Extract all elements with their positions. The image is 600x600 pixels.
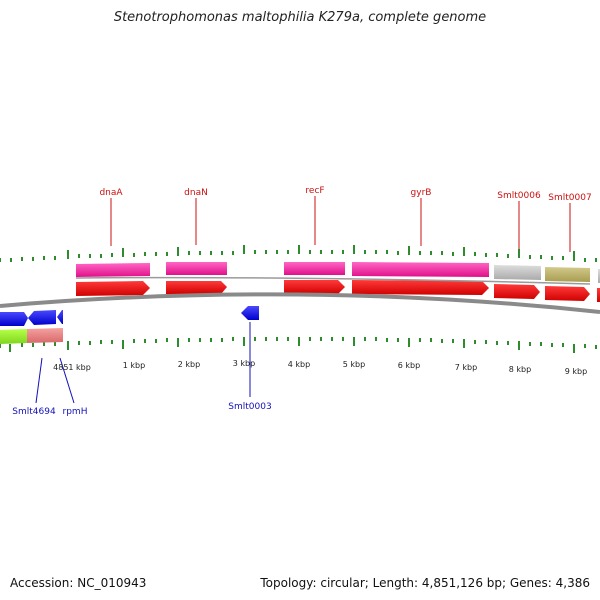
gene-label-smlt4694[interactable]: Smlt4694 [12, 407, 56, 417]
cds-arrow[interactable] [28, 310, 56, 325]
genome-backbone [0, 292, 600, 314]
bottom-label-connectors [35, 322, 251, 404]
forward-track-baseline [75, 276, 591, 285]
gene-label-dnaN[interactable]: dnaN [184, 188, 208, 198]
reverse-cds-track [0, 306, 259, 326]
gene-block[interactable] [76, 263, 150, 277]
scale-label: 6 kbp [398, 361, 420, 370]
map-title: Stenotrophomonas maltophilia K279a, comp… [113, 10, 487, 25]
gene-label-rpmh[interactable]: rpmH [63, 407, 88, 417]
scale-label: 2 kbp [178, 360, 200, 369]
upper-scale-ticks [0, 245, 597, 262]
lower-scale-ticks [0, 337, 597, 353]
gene-block[interactable] [352, 262, 489, 277]
scale-label: 1 kbp [123, 361, 145, 370]
reverse-gene-track [0, 328, 63, 344]
forward-cds-track [76, 280, 600, 302]
gene-label-smlt0007[interactable]: Smlt0007 [548, 193, 591, 203]
gene-label-recF[interactable]: recF [305, 186, 324, 196]
gene-block[interactable] [27, 328, 63, 343]
top-label-connectors [110, 196, 571, 252]
accession-text: Accession: NC_010943 [10, 576, 147, 590]
cds-arrow[interactable] [57, 310, 63, 324]
cds-arrow[interactable] [352, 280, 489, 295]
genome-summary-text: Topology: circular; Length: 4,851,126 bp… [260, 576, 590, 590]
gene-label-smlt0003[interactable]: Smlt0003 [228, 402, 271, 412]
gene-block[interactable] [0, 329, 27, 344]
cds-arrow[interactable] [597, 288, 600, 302]
gene-label-dnaA[interactable]: dnaA [99, 188, 123, 198]
gene-label-smlt0006[interactable]: Smlt0006 [497, 191, 541, 201]
scale-label: 4 kbp [288, 360, 310, 369]
cds-arrow[interactable] [76, 281, 150, 296]
cds-arrow[interactable] [545, 286, 590, 301]
scale-label: 5 kbp [343, 360, 365, 369]
cds-arrow[interactable] [494, 284, 540, 299]
cds-arrow[interactable] [0, 312, 28, 326]
cds-arrow[interactable] [166, 281, 227, 294]
cds-arrow[interactable] [241, 306, 259, 320]
cds-arrow[interactable] [284, 280, 345, 294]
scale-label: 9 kbp [565, 367, 587, 376]
forward-gene-track [76, 262, 600, 283]
gene-block[interactable] [166, 262, 227, 275]
scale-label: 3 kbp [233, 359, 255, 368]
gene-block[interactable] [284, 262, 345, 275]
scale-label: 8 kbp [509, 365, 531, 374]
gene-block[interactable] [545, 267, 590, 282]
scale-label: 7 kbp [455, 363, 477, 372]
gene-label-gyrB[interactable]: gyrB [411, 188, 432, 198]
scale-label: 4851 kbp [53, 363, 91, 372]
gene-block[interactable] [494, 265, 541, 280]
